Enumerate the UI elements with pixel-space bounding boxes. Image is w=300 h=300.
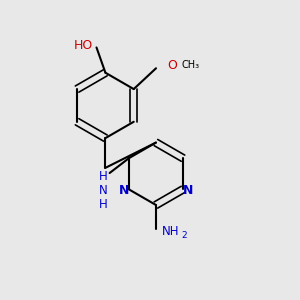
Text: 2: 2 xyxy=(182,231,187,240)
Text: HO: HO xyxy=(74,40,93,52)
Text: N: N xyxy=(118,184,129,197)
Text: NH: NH xyxy=(162,225,180,238)
Text: N: N xyxy=(99,184,107,197)
Text: CH₃: CH₃ xyxy=(181,60,199,70)
Text: H: H xyxy=(99,198,107,211)
Text: O: O xyxy=(167,59,177,72)
Text: H: H xyxy=(99,169,107,182)
Text: N: N xyxy=(183,184,194,197)
